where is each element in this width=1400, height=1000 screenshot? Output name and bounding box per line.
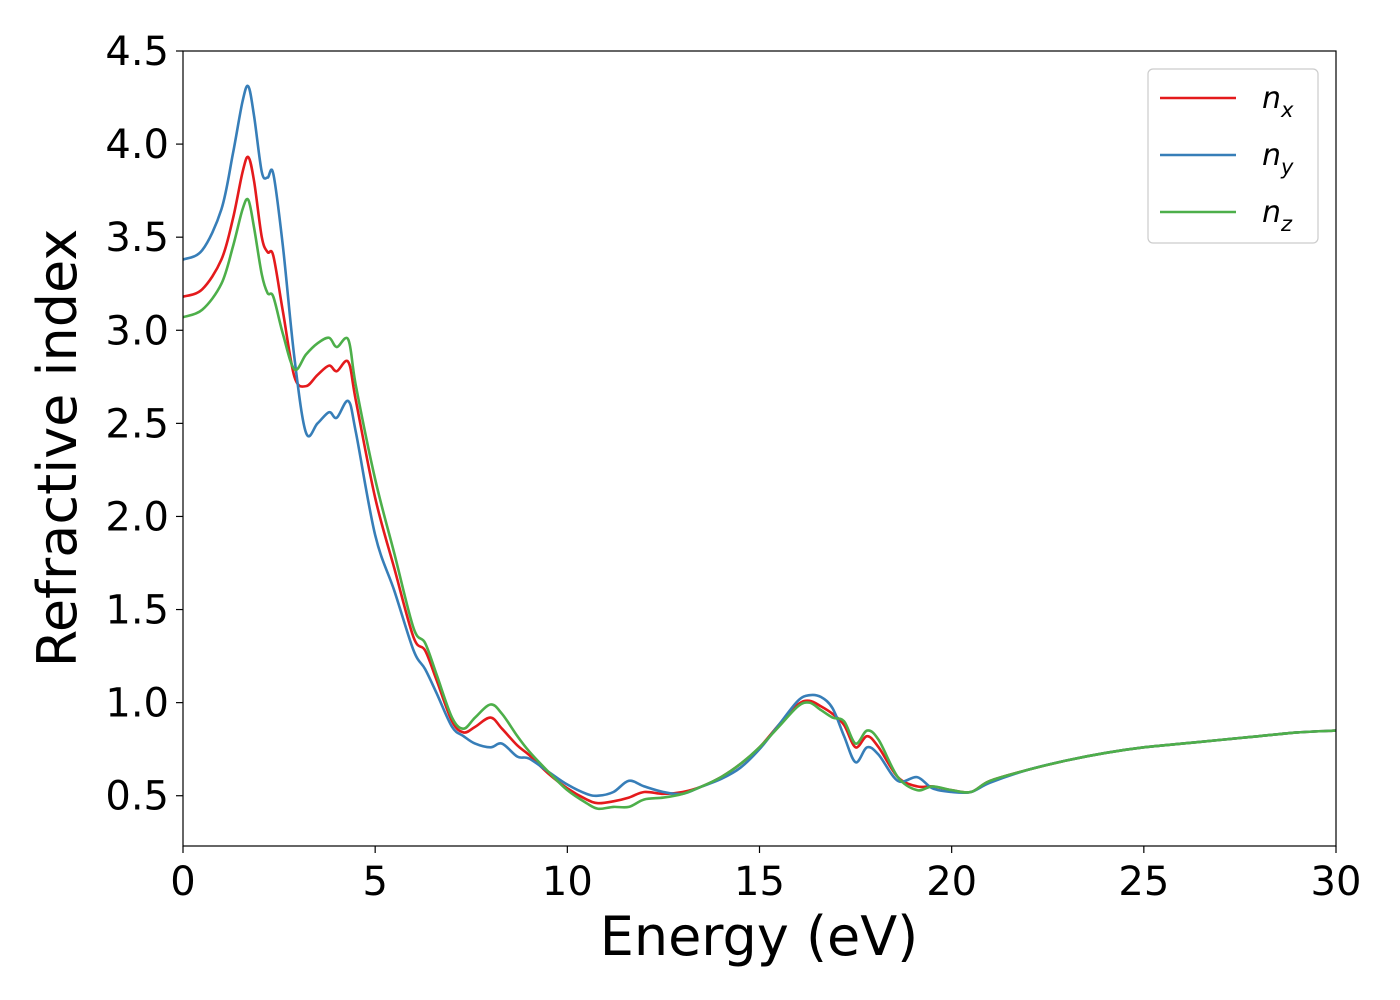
y-tick-label: 4.0 (105, 122, 169, 168)
y-tick-label: 0.5 (105, 774, 169, 820)
x-tick-label: 20 (926, 859, 977, 905)
x-tick-label: 5 (362, 859, 387, 905)
y-tick-label: 1.0 (105, 681, 169, 727)
x-tick-label: 25 (1118, 859, 1169, 905)
y-tick-label: 2.0 (105, 494, 169, 540)
y-tick-label: 1.5 (105, 588, 169, 634)
y-tick-label: 3.0 (105, 308, 169, 354)
y-tick-label: 2.5 (105, 401, 169, 447)
y-tick-label: 4.5 (105, 29, 169, 75)
series-layer (183, 84, 1336, 811)
plot-background (183, 51, 1336, 846)
x-axis-label: Energy (eV) (600, 905, 919, 968)
y-tick-label: 3.5 (105, 215, 169, 261)
series-line-z (183, 197, 1336, 811)
x-tick-label: 10 (542, 859, 593, 905)
x-tick-label: 0 (170, 859, 195, 905)
y-axis-label: Refractive index (26, 229, 89, 668)
legend-label-y: ny (1262, 138, 1294, 179)
y-axis: 0.5 1.0 1.5 2.0 2.5 3.0 3.5 4.0 4.5 (105, 29, 183, 820)
x-tick-label: 15 (734, 859, 785, 905)
x-axis: 0 5 10 15 20 25 30 (170, 846, 1361, 905)
x-tick-label: 30 (1311, 859, 1362, 905)
